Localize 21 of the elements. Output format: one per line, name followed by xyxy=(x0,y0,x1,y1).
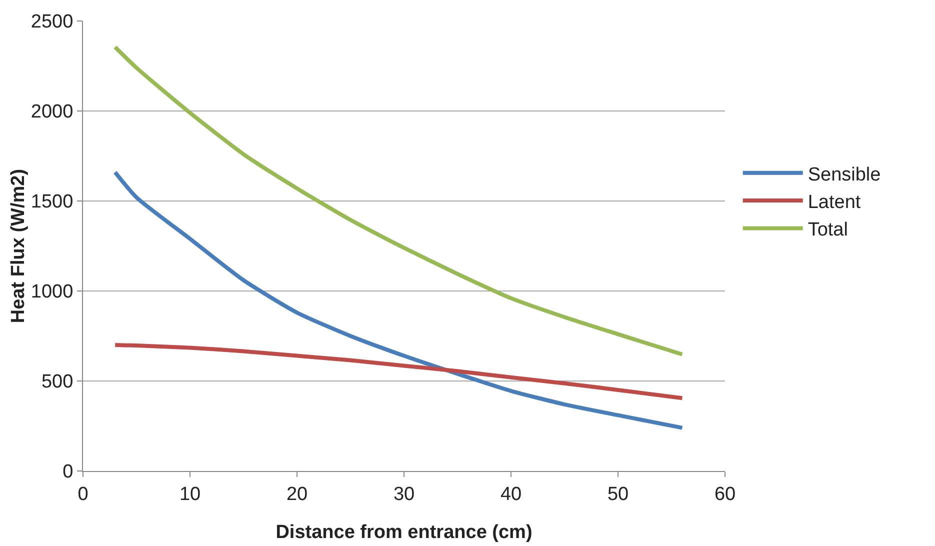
y-tick-label: 2500 xyxy=(30,12,74,33)
y-axis-title: Heat Flux (W/m2) xyxy=(8,168,29,324)
x-tick-label: 40 xyxy=(500,484,522,505)
legend-label: Sensible xyxy=(808,164,881,186)
x-tick-label: 50 xyxy=(607,484,629,505)
y-tick-label: 0 xyxy=(62,462,74,483)
line-series xyxy=(113,45,684,356)
x-tick-label: 60 xyxy=(714,484,736,505)
x-tick-label: 20 xyxy=(286,484,308,505)
y-tick-label: 2000 xyxy=(30,102,74,123)
y-tick-label: 1500 xyxy=(30,192,74,213)
y-tick-label: 1000 xyxy=(30,282,74,303)
legend-label: Total xyxy=(808,220,848,241)
y-tick-label: 500 xyxy=(41,372,74,393)
x-axis-title: Distance from entrance (cm) xyxy=(276,522,532,543)
legend-label: Latent xyxy=(808,192,862,213)
line-series xyxy=(113,170,684,430)
x-tick-label: 0 xyxy=(78,484,88,505)
x-tick-label: 10 xyxy=(179,484,201,505)
line-series xyxy=(113,343,684,400)
x-tick-label: 30 xyxy=(393,484,415,505)
